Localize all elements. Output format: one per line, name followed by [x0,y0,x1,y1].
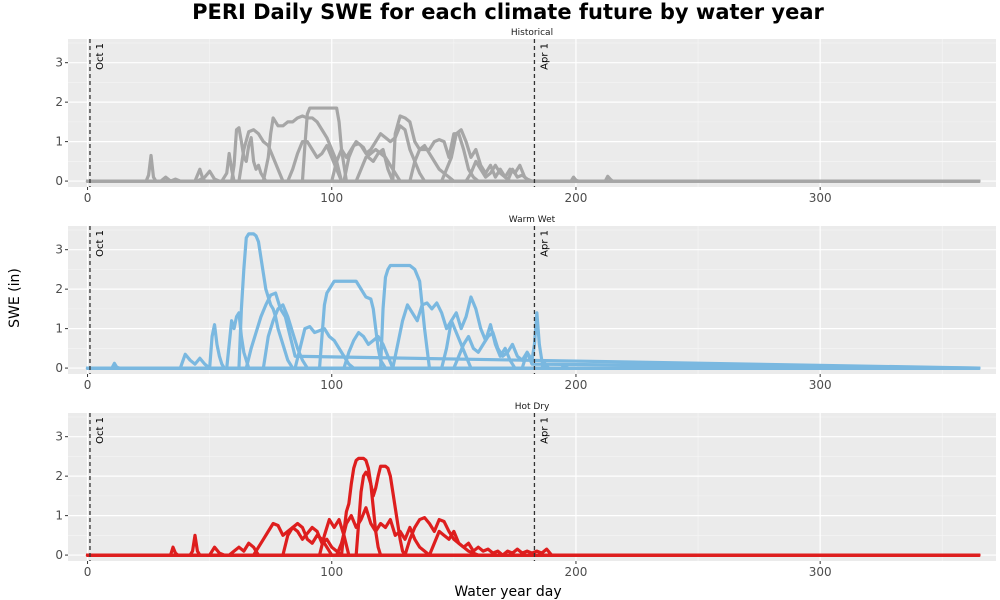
y-tick-label: 0 [55,548,63,562]
y-tick-label: 1 [55,135,63,149]
facet-label: Historical [511,28,553,38]
series-line-12 [85,147,981,183]
y-tick-label: 0 [55,174,63,188]
series-line-11 [85,529,981,557]
y-axis-label: SWE (in) [7,268,23,328]
series-line-11 [85,330,981,370]
x-tick-label: 100 [320,191,343,205]
series-line-5 [85,291,981,370]
series-line-9 [85,263,981,370]
panel-background [68,413,996,561]
x-tick-label: 100 [320,565,343,579]
chart-title: PERI Daily SWE for each climate future b… [192,0,824,24]
x-tick-label: 300 [809,378,832,392]
series-line-13 [85,114,981,183]
x-tick-label: 200 [565,565,588,579]
series-line-19 [85,174,981,183]
y-tick-label: 2 [55,469,63,483]
series-line-15 [85,128,981,183]
reference-line-label: Oct 1 [95,230,106,257]
panel-background [68,39,996,187]
y-tick-label: 3 [55,243,63,257]
series-line-12 [85,547,981,557]
y-tick-label: 1 [55,509,63,523]
reference-line-label: Oct 1 [95,43,106,70]
series-line-12 [85,295,981,370]
x-tick-label: 200 [565,191,588,205]
y-tick-label: 2 [55,95,63,109]
panel-1: Warm Wet 0 1 2 3 0 100 200 300 Oct 1 Apr 1 [55,215,996,392]
reference-line-label: Apr 1 [539,417,550,444]
y-tick-label: 1 [55,322,63,336]
series-line-9 [85,506,981,557]
x-tick-label: 0 [84,565,92,579]
series-line-14 [85,311,981,370]
y-tick-label: 3 [55,430,63,444]
series-line-10 [85,124,981,183]
x-tick-label: 300 [809,191,832,205]
series-line-7 [85,114,981,183]
x-tick-label: 100 [320,378,343,392]
series-line-6 [85,128,981,183]
series-line-10 [85,515,981,557]
y-tick-label: 2 [55,282,63,296]
x-tick-label: 0 [84,378,92,392]
series-line-13 [85,330,981,370]
series-line-4 [85,232,981,370]
panel-0: Historical 0 1 2 3 0 100 200 300 Oct 1 Apr 1 [55,28,996,205]
y-tick-label: 0 [55,361,63,375]
series-line-5 [85,525,981,557]
reference-line-label: Apr 1 [539,43,550,70]
x-tick-label: 300 [809,565,832,579]
panel-background [68,226,996,374]
panel-2: Hot Dry 0 1 2 3 0 100 200 300 Oct 1 Apr 1 [55,402,996,579]
x-tick-label: 200 [565,378,588,392]
reference-line-label: Apr 1 [539,230,550,257]
series-line-6 [85,517,981,557]
facet-label: Warm Wet [509,215,556,225]
y-tick-label: 3 [55,56,63,70]
facet-label: Hot Dry [515,402,550,412]
series-line-8 [85,106,981,183]
x-tick-label: 0 [84,191,92,205]
x-axis-label: Water year day [454,584,561,600]
series-line-16 [85,159,981,183]
reference-line-label: Oct 1 [95,417,106,444]
series-line-16 [85,364,981,370]
series-line-10 [85,301,981,370]
series-line-6 [85,303,981,370]
series-line-5 [85,126,981,183]
